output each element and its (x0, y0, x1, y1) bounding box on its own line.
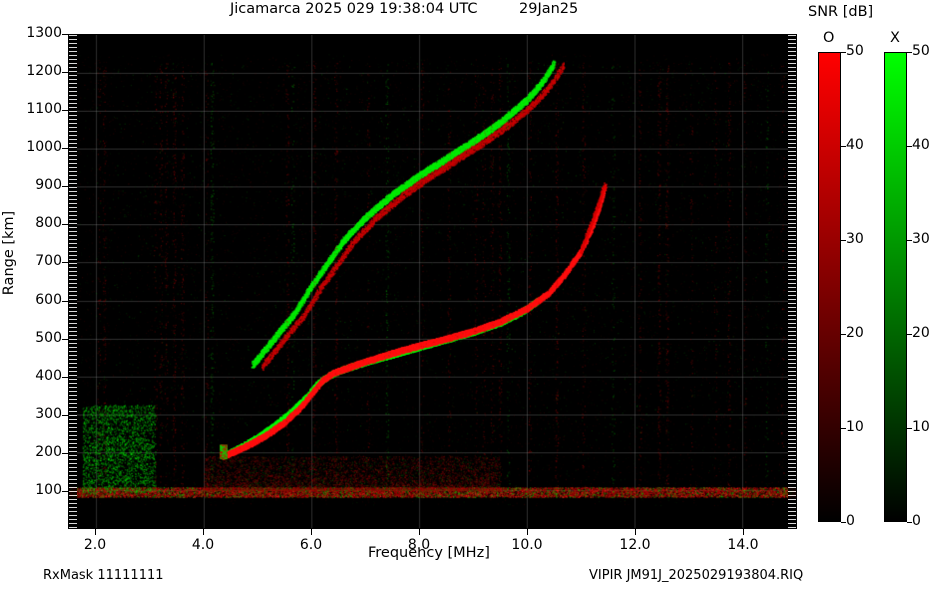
x-tick-mark (527, 529, 528, 535)
x-tick-mark (635, 529, 636, 535)
x-tick-label: 6.0 (299, 537, 323, 553)
x-tick-label: 4.0 (191, 537, 215, 553)
colorbar-tick-mark (907, 522, 912, 523)
colorbar-o[interactable] (818, 52, 841, 522)
x-tick-mark (743, 529, 744, 535)
x-tick-label: 10.0 (511, 537, 543, 553)
colorbar-tick-label: 50 (912, 43, 930, 59)
colorbar-tick-label: 20 (912, 325, 930, 341)
x-tick-label: 12.0 (619, 537, 651, 553)
y-tick-mark (62, 300, 68, 302)
colorbar-tick-label: 20 (846, 325, 864, 341)
colorbar-tick-mark (907, 334, 912, 335)
y-tick-label: 500 (35, 329, 62, 346)
y-tick-mark (62, 376, 68, 378)
colorbar-tick-label: 30 (846, 231, 864, 247)
y-axis-ticks: 100 200 300 400 500 600 700 800 900 1000 1100 1200 1… (0, 0, 62, 614)
colorbar-tick-label: 40 (912, 137, 930, 153)
y-tick-mark (62, 110, 68, 112)
right-edge-hatch (788, 35, 796, 528)
colorbar-tick-label: 30 (912, 231, 930, 247)
colorbar-tick-label: 50 (846, 43, 864, 59)
chart-title: Jicamarca 2025 029 19:38:04 UTC (230, 1, 478, 17)
colorbar-tick-mark (841, 52, 846, 53)
y-tick-label: 1300 (26, 25, 62, 41)
y-tick-label: 900 (35, 177, 62, 194)
ionogram-canvas (69, 35, 796, 528)
x-axis-label: Frequency [MHz] (368, 545, 490, 561)
colorbar-tick-mark (841, 428, 846, 429)
left-edge-hatch (69, 35, 77, 528)
y-tick-label: 200 (35, 443, 62, 460)
colorbar-tick-mark (907, 52, 912, 53)
y-tick-mark (62, 224, 68, 226)
colorbar-tick-label: 10 (912, 419, 930, 435)
y-tick-label: 100 (35, 481, 62, 498)
y-tick-mark (62, 34, 68, 35)
chart-title-date: 29Jan25 (519, 1, 579, 17)
y-tick-mark (62, 490, 68, 492)
colorbar-o-gradient (819, 53, 840, 521)
colorbar-tick-label: 10 (846, 419, 864, 435)
y-tick-mark (62, 148, 68, 150)
y-tick-label: 700 (35, 253, 62, 270)
colorbar-tick-mark (841, 522, 846, 523)
colorbar-x[interactable] (884, 52, 907, 522)
y-tick-label: 300 (35, 405, 62, 422)
y-tick-label: 1000 (26, 139, 62, 156)
y-tick-label: 1100 (26, 101, 62, 118)
y-tick-mark (62, 414, 68, 416)
colorbar-x-label: X (890, 30, 900, 46)
rxmask-label: RxMask 11111111 (43, 568, 164, 583)
colorbar-title: SNR [dB] (808, 4, 874, 20)
x-tick-mark (419, 529, 420, 535)
colorbar-tick-mark (907, 240, 912, 241)
colorbar-tick-mark (841, 240, 846, 241)
colorbar-x-gradient (885, 53, 906, 521)
y-tick-mark (62, 72, 68, 74)
colorbar-o-label: O (823, 30, 835, 46)
y-tick-mark (62, 452, 68, 454)
x-tick-label: 2.0 (83, 537, 107, 553)
plot-area[interactable] (68, 34, 797, 529)
x-tick-mark (311, 529, 312, 535)
colorbar-tick-mark (907, 146, 912, 147)
y-tick-mark (62, 186, 68, 188)
y-tick-mark (62, 338, 68, 340)
colorbar-tick-label: 0 (912, 513, 921, 529)
y-tick-label: 800 (35, 215, 62, 232)
x-tick-label: 14.0 (727, 537, 759, 553)
x-tick-label: 8.0 (407, 537, 431, 553)
file-label: VIPIR JM91J_2025029193804.RIQ (589, 568, 804, 583)
y-tick-label: 600 (35, 291, 62, 308)
x-tick-mark (203, 529, 204, 535)
colorbar-tick-label: 40 (846, 137, 864, 153)
colorbar-tick-mark (841, 334, 846, 335)
y-tick-label: 400 (35, 367, 62, 384)
colorbar-tick-mark (841, 146, 846, 147)
y-tick-mark (62, 262, 68, 264)
colorbar-tick-mark (907, 428, 912, 429)
colorbar-tick-label: 0 (846, 513, 855, 529)
x-tick-mark (95, 529, 96, 535)
y-tick-label: 1200 (26, 63, 62, 80)
